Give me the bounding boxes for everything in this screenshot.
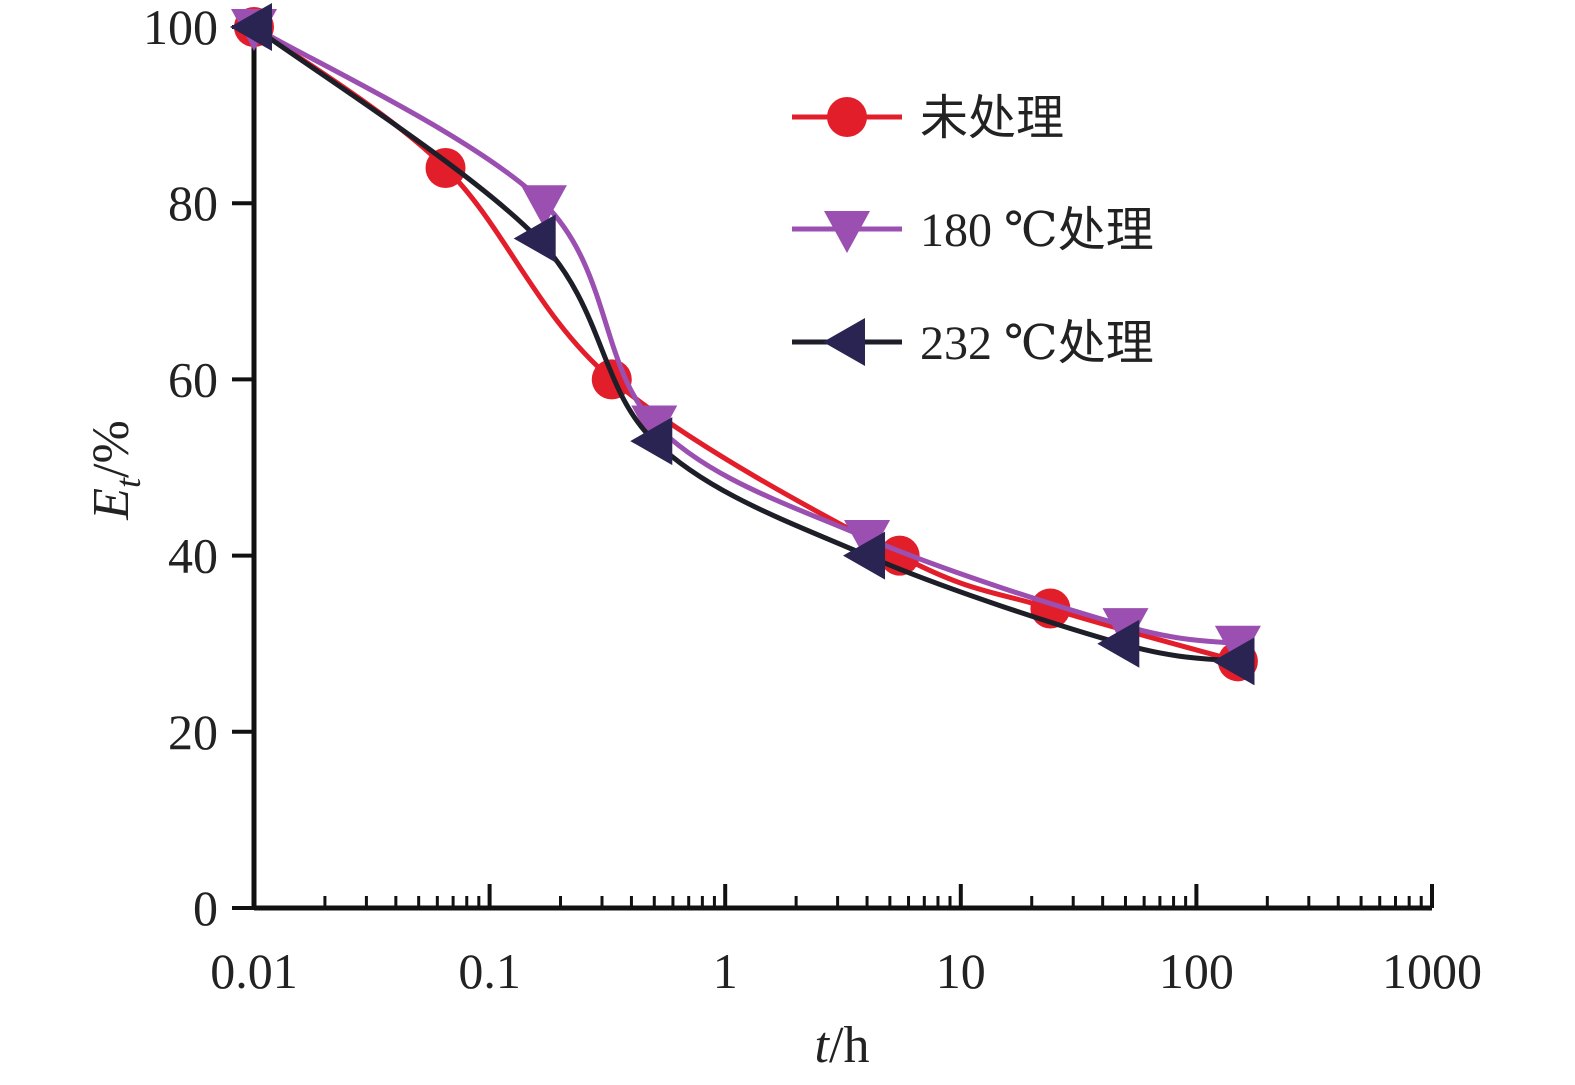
data-point xyxy=(844,519,891,562)
tick-labels: 0 20 40 60 80 100 0.01 0.1 1 10 100 1000 xyxy=(143,0,1482,999)
data-point xyxy=(230,3,272,51)
data-point xyxy=(630,417,673,466)
x-tick-label: 0.1 xyxy=(458,943,521,999)
legend-marker xyxy=(823,318,865,366)
x-tick-label: 100 xyxy=(1159,943,1234,999)
x-axis-label: t/h xyxy=(815,1017,870,1074)
legend-item: 232 ℃处理 xyxy=(792,317,1154,370)
series-3 xyxy=(230,3,1255,686)
legend-marker xyxy=(824,211,870,253)
y-tick-label: 60 xyxy=(168,351,218,407)
y-tick-label: 0 xyxy=(193,880,218,936)
y-tick-label: 40 xyxy=(168,528,218,584)
data-point xyxy=(513,214,556,263)
data-point xyxy=(1097,619,1140,668)
axes xyxy=(251,15,1432,911)
x-axis-label-symbol: t xyxy=(815,1017,831,1074)
tick-marks xyxy=(232,25,1434,910)
legend: 未处理 180 ℃处理 232 ℃处理 xyxy=(792,92,1154,370)
legend-item: 未处理 xyxy=(792,92,1064,145)
x-tick-label: 1000 xyxy=(1382,943,1482,999)
data-point xyxy=(1212,637,1255,686)
data-point xyxy=(1214,625,1261,668)
x-axis-label-unit: /h xyxy=(829,1017,869,1074)
data-point xyxy=(631,405,678,448)
y-axis-label-symbol: E xyxy=(83,488,140,521)
legend-marker xyxy=(827,97,867,137)
legend-item: 180 ℃处理 xyxy=(792,204,1154,257)
data-point xyxy=(520,185,567,228)
y-tick-label: 80 xyxy=(168,175,218,231)
x-tick-label: 10 xyxy=(936,943,986,999)
x-tick-label: 1 xyxy=(713,943,738,999)
y-axis-label: Et/% xyxy=(83,420,148,521)
data-point xyxy=(843,531,886,580)
series-layer xyxy=(230,3,1261,686)
data-point xyxy=(425,147,466,188)
legend-label: 未处理 xyxy=(920,92,1064,145)
y-axis-label-subscript: t xyxy=(108,477,148,488)
x-tick-label: 0.01 xyxy=(210,943,298,999)
y-axis-label-unit: /% xyxy=(83,420,140,478)
legend-label: 180 ℃处理 xyxy=(920,204,1154,257)
y-tick-label: 20 xyxy=(168,704,218,760)
y-tick-label: 100 xyxy=(143,0,218,55)
legend-label: 232 ℃处理 xyxy=(920,317,1154,370)
